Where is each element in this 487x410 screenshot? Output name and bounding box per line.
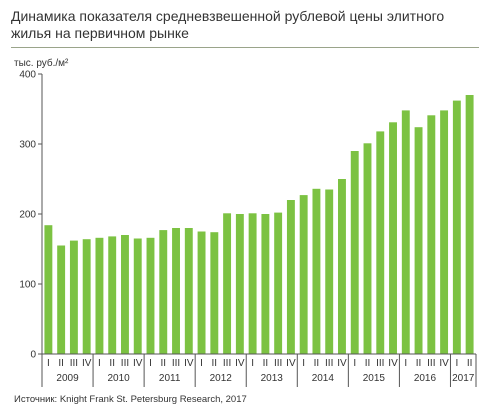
year-label: 2017	[452, 373, 475, 384]
x-tick-label: II	[263, 358, 269, 369]
x-tick-label: IV	[184, 358, 194, 369]
bar	[465, 95, 474, 354]
bar	[82, 239, 91, 354]
bar	[414, 127, 423, 354]
x-tick-label: III	[427, 358, 435, 369]
year-label: 2015	[363, 373, 386, 384]
bar	[440, 110, 449, 355]
x-tick-label: II	[109, 358, 115, 369]
y-tick-label: 100	[19, 280, 36, 291]
chart-title: Динамика показателя средневзвешенной руб…	[11, 8, 445, 41]
y-axis-label: тыс. руб./м²	[14, 57, 69, 69]
year-label: 2012	[210, 373, 233, 384]
x-tick-label: II	[314, 358, 320, 369]
bar	[69, 240, 78, 354]
y-tick-label: 0	[30, 350, 36, 361]
bar	[376, 131, 385, 354]
source-note: Источник: Knight Frank St. Petersburg Re…	[14, 394, 247, 405]
year-label: 2013	[261, 373, 284, 384]
x-tick-label: I	[251, 358, 254, 369]
x-tick-label: III	[70, 358, 78, 369]
x-axis: I II III IV I II III IV I II III IV I II III IV I II III IV…	[41, 353, 477, 387]
bar	[312, 188, 321, 354]
bar	[44, 225, 53, 354]
bar	[223, 213, 232, 354]
bar	[248, 213, 257, 354]
bar	[286, 200, 295, 354]
bar	[210, 232, 219, 354]
year-label: 2011	[159, 373, 181, 384]
y-tick-label: 300	[19, 140, 36, 151]
y-tick-label: 400	[19, 70, 36, 81]
bar	[427, 115, 436, 354]
bar	[159, 230, 168, 354]
year-label: 2014	[312, 373, 335, 384]
x-tick-label: I	[353, 358, 356, 369]
bar	[274, 212, 283, 354]
bar	[325, 189, 334, 354]
bar	[133, 238, 142, 354]
bar	[184, 228, 193, 354]
x-tick-label: I	[149, 358, 152, 369]
bar	[95, 237, 104, 354]
bar	[261, 214, 270, 354]
x-tick-label: I	[47, 358, 50, 369]
x-tick-label: IV	[82, 358, 92, 369]
x-tick-label: III	[223, 358, 231, 369]
x-tick-label: IV	[388, 358, 398, 369]
x-tick-label: II	[160, 358, 166, 369]
x-tick-label: III	[325, 358, 333, 369]
bar-series	[44, 95, 474, 355]
bar	[363, 143, 372, 354]
bar	[197, 231, 206, 354]
bar	[452, 100, 461, 354]
x-tick-label: I	[455, 358, 458, 369]
bar	[350, 151, 359, 354]
bar	[108, 236, 117, 354]
bar	[401, 110, 410, 355]
x-tick-label: I	[98, 358, 101, 369]
x-tick-label: I	[404, 358, 407, 369]
x-tick-label: I	[200, 358, 203, 369]
x-tick-label: IV	[439, 358, 449, 369]
bar	[121, 235, 129, 354]
bar	[235, 214, 244, 354]
x-tick-label: II	[467, 358, 473, 369]
bar	[389, 122, 397, 354]
x-tick-label: IV	[286, 358, 296, 369]
x-tick-label: III	[376, 358, 384, 369]
bar	[172, 228, 180, 354]
y-axis: 0 100 200 300 400	[19, 70, 43, 361]
y-tick-label: 200	[19, 210, 36, 221]
x-tick-label: II	[212, 358, 218, 369]
x-tick-label: II	[416, 358, 422, 369]
bar	[338, 179, 346, 354]
x-tick-label: II	[365, 358, 371, 369]
bar	[299, 195, 308, 354]
x-tick-label: III	[274, 358, 282, 369]
x-tick-label: III	[172, 358, 180, 369]
year-label: 2009	[56, 373, 79, 384]
bar	[57, 245, 66, 354]
x-tick-label: IV	[133, 358, 143, 369]
year-label: 2016	[414, 373, 437, 384]
x-tick-label: I	[302, 358, 305, 369]
x-tick-label: IV	[337, 358, 347, 369]
year-label: 2010	[107, 373, 130, 384]
title-divider	[11, 47, 479, 48]
x-tick-label: III	[121, 358, 129, 369]
bar	[146, 237, 155, 354]
x-tick-label: IV	[235, 358, 245, 369]
x-tick-label: II	[58, 358, 64, 369]
